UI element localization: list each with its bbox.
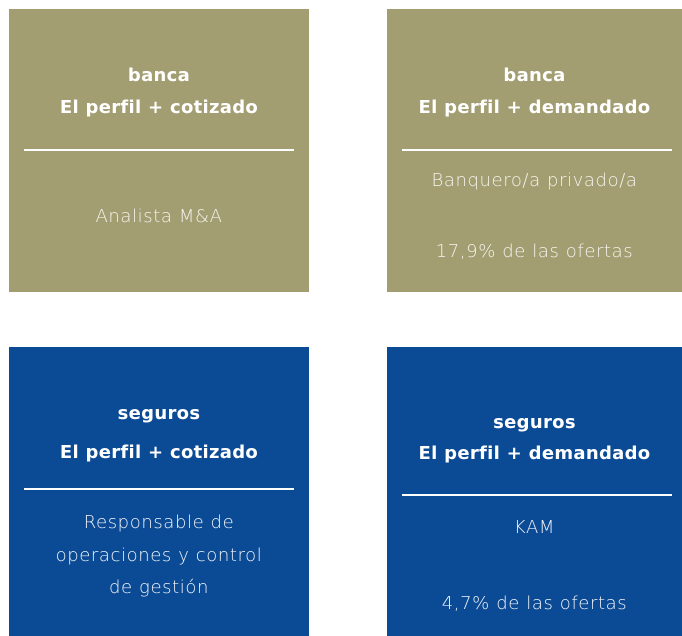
divider [402, 494, 672, 496]
card-heading: El perfil + cotizado [59, 442, 259, 463]
card-heading: El perfil + demandado [418, 97, 651, 118]
card: seguros El perfil + demandado KAM 4,7% d… [387, 347, 682, 636]
divider [24, 149, 294, 151]
card-line: 17,9% de las ofertas [435, 241, 634, 262]
card-line: KAM [513, 517, 556, 538]
divider [24, 488, 294, 490]
card-heading: El perfil + cotizado [59, 97, 259, 118]
divider [402, 149, 672, 151]
card: banca El perfil + cotizado Analista M&A [9, 9, 309, 292]
card-sector: banca [503, 65, 566, 86]
card-line: Responsable de [83, 512, 235, 533]
card-line: Analista M&A [95, 206, 223, 227]
card-sector: banca [127, 65, 191, 86]
card-line: 4,7% de las ofertas [441, 593, 628, 614]
card-line: de gestión [109, 577, 209, 598]
card: banca El perfil + demandado Banquero/a p… [387, 9, 682, 292]
card-line: Banquero/a privado/a [431, 170, 638, 191]
card-sector: seguros [117, 403, 201, 424]
card-sector: seguros [493, 412, 576, 433]
card-heading: El perfil + demandado [418, 443, 651, 464]
card-line: operaciones y control [55, 545, 263, 566]
card: seguros El perfil + cotizado Responsable… [9, 347, 309, 636]
